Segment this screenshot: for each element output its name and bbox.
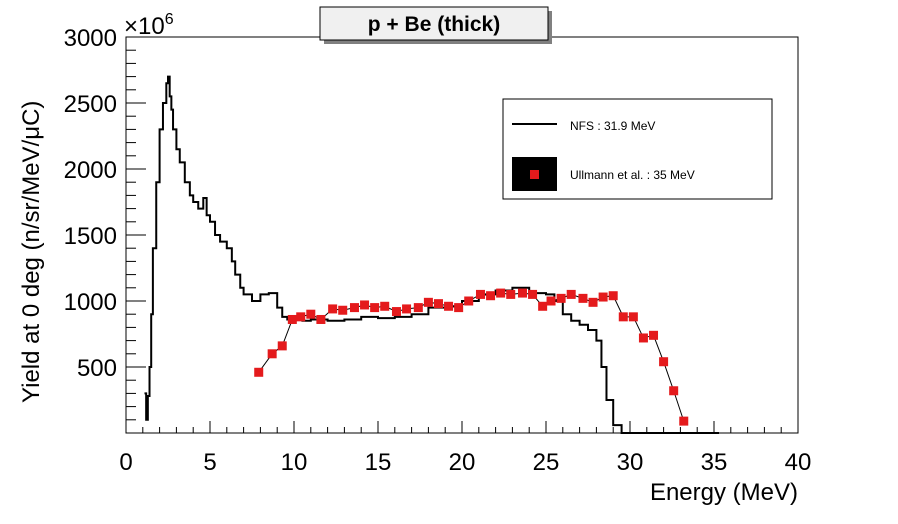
ullmann-data-point bbox=[277, 341, 287, 351]
x-tick-label: 25 bbox=[533, 449, 560, 476]
ullmann-data-point bbox=[267, 349, 277, 359]
axes: 0 5 10 15 20 25 30 35 40 500 1000 1500 2000 2500 3000 bbox=[64, 25, 812, 476]
ullmann-data-point bbox=[413, 303, 423, 313]
series-nfs-line bbox=[144, 75, 720, 434]
ullmann-data-point bbox=[546, 296, 556, 306]
ullmann-data-point bbox=[528, 289, 538, 299]
ullmann-data-point bbox=[649, 330, 659, 340]
series-layer bbox=[144, 75, 720, 434]
x-tick-label: 40 bbox=[785, 449, 812, 476]
series-ullmann-connector bbox=[258, 292, 685, 422]
x-tick-label: 15 bbox=[365, 449, 392, 476]
y-tick-label: 3000 bbox=[64, 25, 117, 52]
ullmann-data-point bbox=[556, 293, 566, 303]
ullmann-data-point bbox=[566, 289, 576, 299]
ullmann-data-point bbox=[287, 314, 297, 324]
ullmann-data-point bbox=[444, 301, 454, 311]
title-box bbox=[319, 6, 549, 41]
ullmann-data-point bbox=[360, 300, 370, 310]
ullmann-data-point bbox=[608, 291, 618, 301]
x-axis-label: Energy (MeV) bbox=[650, 479, 798, 506]
x-tick-label: 20 bbox=[449, 449, 476, 476]
ullmann-data-point bbox=[506, 289, 516, 299]
y-multiplier: ×106 bbox=[124, 11, 174, 40]
ullmann-data-point bbox=[659, 357, 669, 367]
ullmann-data-point bbox=[338, 305, 348, 315]
y-tick-label: 1000 bbox=[64, 289, 117, 316]
ullmann-data-point bbox=[679, 416, 689, 426]
plot-frame bbox=[125, 36, 799, 434]
legend-label-nfs: NFS : 31.9 MeV bbox=[570, 119, 655, 133]
legend-label-ullmann: Ullmann et al. : 35 MeV bbox=[570, 168, 695, 182]
y-tick-label: 2000 bbox=[64, 157, 117, 184]
legend-marker-swatch bbox=[530, 170, 539, 179]
y-tick-label: 2500 bbox=[64, 91, 117, 118]
x-tick-label: 0 bbox=[119, 449, 132, 476]
ullmann-data-point bbox=[433, 299, 443, 309]
x-tick-label: 35 bbox=[701, 449, 728, 476]
ullmann-data-point bbox=[669, 386, 679, 396]
y-tick-label: 500 bbox=[77, 355, 117, 382]
ullmann-data-point bbox=[598, 292, 608, 302]
ullmann-data-point bbox=[475, 289, 485, 299]
ullmann-data-point bbox=[454, 303, 464, 313]
ullmann-data-point bbox=[391, 307, 401, 317]
ullmann-data-point bbox=[538, 301, 548, 311]
ullmann-data-point bbox=[328, 304, 338, 314]
ullmann-data-point bbox=[578, 293, 588, 303]
x-tick-label: 5 bbox=[203, 449, 216, 476]
ullmann-data-point bbox=[618, 312, 628, 322]
ullmann-data-point bbox=[423, 297, 433, 307]
ullmann-data-point bbox=[370, 303, 380, 313]
ullmann-data-point bbox=[380, 301, 390, 311]
ullmann-data-point bbox=[296, 312, 306, 322]
ullmann-data-point bbox=[628, 312, 638, 322]
ullmann-data-point bbox=[486, 291, 496, 301]
ullmann-data-point bbox=[496, 288, 506, 298]
ullmann-data-point bbox=[638, 333, 648, 343]
y-tick-label: 1500 bbox=[64, 223, 117, 250]
chart-title: p + Be (thick) bbox=[368, 13, 500, 36]
x-tick-label: 30 bbox=[617, 449, 644, 476]
ullmann-data-point bbox=[588, 297, 598, 307]
ullmann-data-point bbox=[402, 304, 412, 314]
ullmann-data-point bbox=[316, 314, 326, 324]
x-tick-label: 10 bbox=[281, 449, 308, 476]
y-axis-label: Yield at 0 deg (n/sr/MeV/μC) bbox=[18, 101, 45, 403]
ullmann-data-point bbox=[306, 309, 316, 319]
ullmann-data-point bbox=[517, 288, 527, 298]
ullmann-data-point bbox=[254, 367, 264, 377]
ullmann-data-point bbox=[349, 303, 359, 313]
ullmann-data-point bbox=[464, 296, 474, 306]
